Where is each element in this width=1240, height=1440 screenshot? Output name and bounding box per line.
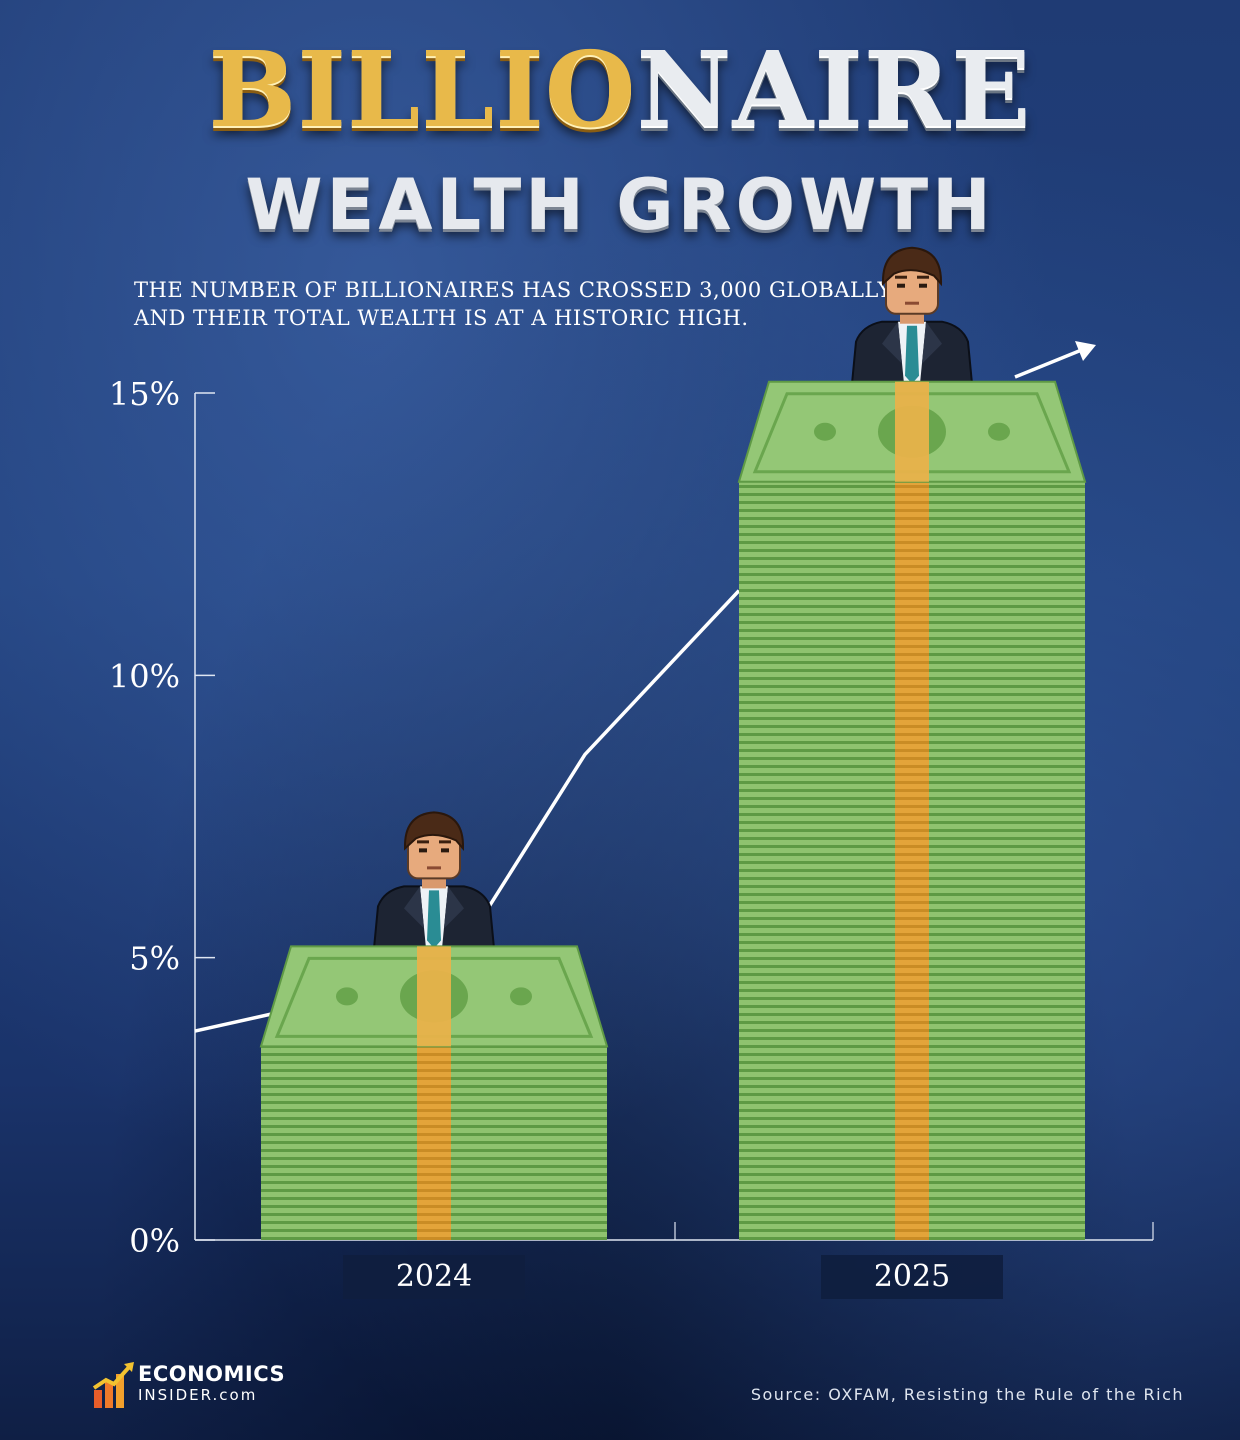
bar — [259, 811, 609, 1240]
brand-line1: ECONOMICS — [138, 1362, 286, 1386]
trend-arrow-line — [1014, 347, 1085, 379]
top-bill-border — [274, 956, 594, 1038]
economics-insider-logo-icon — [92, 1362, 134, 1408]
top-bill-band — [895, 381, 929, 482]
y-tick-label: 0% — [129, 1222, 180, 1260]
bill-dot-right — [988, 422, 1010, 441]
lapel-right — [444, 886, 464, 929]
businessman-icon — [372, 811, 496, 950]
bill-dot-left — [336, 987, 358, 1006]
page-title-line2: WEALTH GROWTH — [245, 164, 995, 246]
subtitle-line1: THE NUMBER OF BILLIONAIRES HAS CROSSED 3… — [134, 278, 897, 302]
bars-layer — [259, 246, 1087, 1240]
subtitle: THE NUMBER OF BILLIONAIRES HAS CROSSED 3… — [134, 276, 914, 332]
title-silver-part: NAIRE — [636, 28, 1032, 151]
mouth-shape — [427, 866, 441, 870]
mouth-shape — [905, 301, 919, 305]
y-tick-label: 10% — [109, 657, 180, 695]
economics-insider-logo: ECONOMICS INSIDER.com — [92, 1360, 292, 1408]
arrow-icon — [1075, 341, 1096, 361]
eye-right — [919, 283, 927, 288]
money-band — [895, 481, 929, 1240]
y-tick-label: 15% — [109, 375, 180, 413]
x-tick-box — [343, 1255, 525, 1299]
page-title: BILLIONAIRE — [0, 38, 1240, 142]
top-bill-border — [752, 392, 1072, 474]
labels-layer: 0% 5% 10% 15% 2024 2025 — [109, 375, 1003, 1299]
eye-left — [897, 283, 905, 288]
source-note: Source: OXFAM, Resisting the Rule of the… — [750, 1385, 1184, 1404]
brow-right — [439, 840, 451, 844]
title-gold-part: BILLIO — [208, 28, 637, 151]
brow-left — [417, 840, 429, 844]
x-tick-box — [821, 1255, 1003, 1299]
tie-shape — [427, 890, 441, 949]
eye-left — [419, 848, 427, 853]
businessman-icon — [850, 246, 974, 385]
hair-shape — [403, 811, 465, 851]
hair-shape — [881, 246, 943, 287]
bill-dot-left — [814, 422, 836, 441]
y-tick-label: 5% — [129, 940, 180, 978]
bill-dot-right — [510, 987, 532, 1006]
lapel-right — [922, 321, 942, 364]
brand-line2: INSIDER.com — [138, 1386, 258, 1404]
lapel-left — [882, 321, 902, 364]
money-band — [417, 1046, 451, 1240]
bar — [737, 246, 1087, 1240]
brow-left — [895, 275, 907, 279]
eye-right — [441, 848, 449, 853]
x-tick-label: 2025 — [874, 1259, 950, 1294]
brow-right — [917, 275, 929, 279]
subtitle-line2: AND THEIR TOTAL WEALTH IS AT A HISTORIC … — [134, 306, 749, 330]
x-tick-label: 2024 — [396, 1259, 472, 1294]
lapel-left — [404, 886, 424, 929]
tie-shape — [905, 325, 919, 384]
top-bill-band — [417, 946, 451, 1047]
